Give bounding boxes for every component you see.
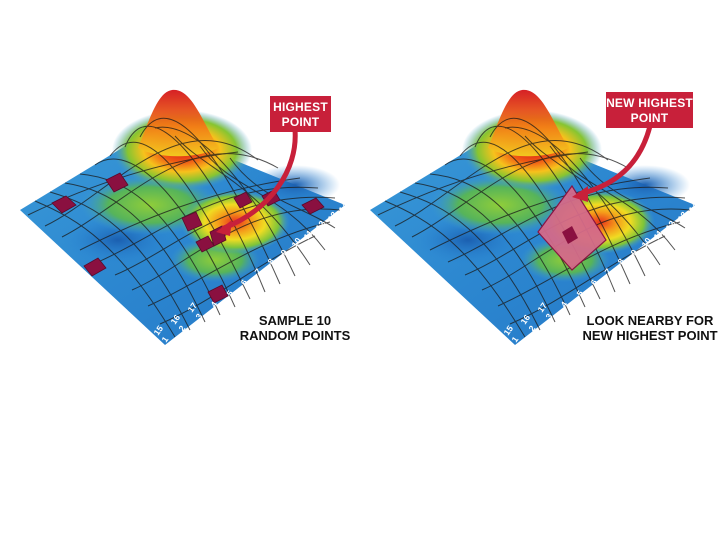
callout-box [606, 92, 693, 128]
axis-tick: 8 [265, 256, 276, 266]
axis-tick: 4 [208, 299, 219, 309]
current-point [562, 226, 578, 244]
axis-tick: 3 [543, 311, 554, 321]
axis-tick: 7 [252, 266, 263, 276]
sample-point [195, 235, 215, 253]
callout-arrowhead [572, 186, 588, 202]
axis-tick: 5 [224, 288, 235, 298]
caption-line-1: LOOK NEARBY FOR [587, 313, 714, 328]
callout-line-2: POINT [282, 115, 320, 129]
axis-tick: 9 [628, 247, 639, 257]
caption-line-2: NEW HIGHEST POINT [582, 328, 717, 343]
axis-tick: 6 [238, 277, 249, 287]
sample-points [51, 172, 325, 304]
axis-tick: 7 [602, 266, 613, 276]
callout-arrow [221, 127, 298, 231]
sample-point [105, 172, 129, 193]
axis-tick: 9 [278, 247, 289, 257]
caption-line-2: RANDOM POINTS [240, 328, 351, 343]
sample-point [233, 191, 253, 209]
axis-tick: 8 [615, 256, 626, 266]
sample-point [301, 197, 325, 215]
terrain-greenland [430, 175, 570, 235]
sample-point [207, 284, 229, 304]
left-panel: 1 2 3 4 5 6 7 8 9 10 11 12 13 14 15 16 1… [20, 89, 351, 345]
axis-tick: 5 [574, 288, 585, 298]
axis-tick: 2 [526, 323, 537, 333]
axis-tick: 1 [509, 334, 520, 344]
axis-tick: 2 [176, 323, 187, 333]
caption-line-1: SAMPLE 10 [259, 313, 331, 328]
axis-tick: 1 [159, 334, 170, 344]
callout-arrowhead [216, 220, 232, 236]
axis-tick: 4 [558, 299, 569, 309]
callout-box [270, 96, 331, 132]
axis-tick: 3 [193, 311, 204, 321]
sample-point [83, 257, 107, 277]
callout-arrow [577, 123, 653, 197]
callout-line-1: NEW HIGHEST [606, 96, 693, 110]
sample-point [181, 211, 203, 232]
sample-point [51, 195, 77, 214]
axis-labels-front: 1 2 3 4 5 6 7 8 9 10 11 12 13 14 [159, 200, 350, 344]
right-panel: 1 2 3 4 5 6 7 8 9 10 11 12 13 14 15 16 1… [370, 89, 718, 345]
axis-tick: 6 [588, 277, 599, 287]
callout-line-1: HIGHEST [273, 100, 328, 114]
callout-line-2: POINT [631, 111, 669, 125]
